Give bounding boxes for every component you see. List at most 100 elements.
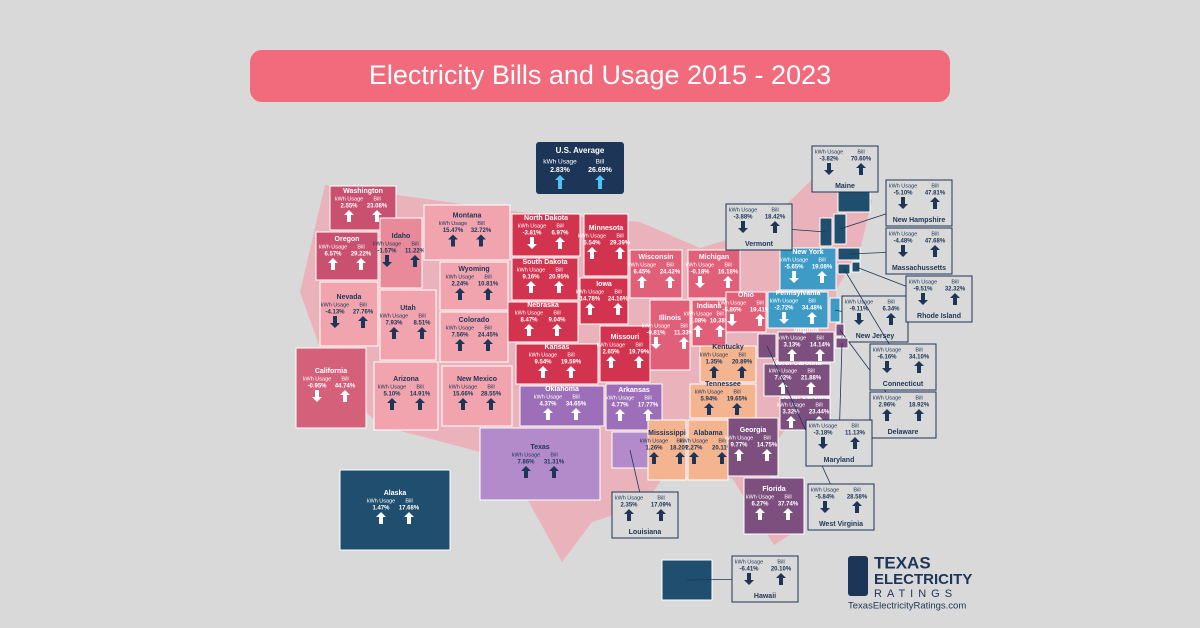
state-name: Nevada xyxy=(337,294,362,301)
arrow-up xyxy=(571,408,581,420)
bill-label: Bill xyxy=(851,423,858,429)
kwh-label: kWh Usage xyxy=(449,384,477,390)
bill-label: Bill xyxy=(818,257,825,263)
kwh-label: kWh Usage xyxy=(909,279,937,285)
kwh-label: kWh Usage xyxy=(378,384,406,390)
state-name: New York xyxy=(792,249,823,256)
state-shape xyxy=(767,291,829,329)
bill-value: 18.42% xyxy=(765,215,786,221)
state-name: California xyxy=(315,368,347,375)
arrow-up xyxy=(637,276,647,288)
kwh-label: kWh Usage xyxy=(515,310,543,316)
arrow-up xyxy=(606,356,616,368)
bill-label: Bill xyxy=(771,207,778,213)
state-name: New Mexico xyxy=(457,376,497,383)
state-name: Washington xyxy=(343,188,383,195)
kwh-label: kWh Usage xyxy=(576,289,604,295)
kwh-value: 5.10% xyxy=(383,392,401,398)
arrow-up xyxy=(372,210,382,222)
arrow-down xyxy=(898,245,908,257)
kwh-value: 9.16% xyxy=(522,275,540,281)
arrow-up xyxy=(549,466,559,478)
state-shape xyxy=(507,301,579,343)
callout-box xyxy=(611,491,679,539)
arrow-down xyxy=(789,271,799,283)
arrow-up xyxy=(555,175,565,189)
state-shape xyxy=(579,277,629,325)
kwh-value: 2.96% xyxy=(878,403,896,409)
bill-value: 16.18% xyxy=(718,270,739,276)
bill-label: Bill xyxy=(477,221,484,227)
kwh-value: -6.41% xyxy=(739,567,759,573)
state-name: Illinois xyxy=(659,315,681,322)
kwh-value: -5.65% xyxy=(784,265,804,271)
us-average-title: U.S. Average xyxy=(556,146,605,155)
bill-value: 34.10% xyxy=(909,355,930,361)
bill-label: Bill xyxy=(359,302,366,308)
state-shape xyxy=(599,325,651,383)
state-name: Virginia xyxy=(793,327,819,334)
bill-value: 18.20% xyxy=(670,446,691,452)
state-name: Pennsylvania xyxy=(776,290,821,297)
bill-label: Bill xyxy=(616,233,623,239)
kwh-value: 2.35% xyxy=(620,503,638,509)
bill-value: 28.58% xyxy=(847,495,868,501)
arrow-up xyxy=(455,288,465,300)
kwh-label: kWh Usage xyxy=(873,347,901,353)
bill-label: Bill xyxy=(816,335,823,341)
logo-url: TexasElectricityRatings.com xyxy=(848,601,966,612)
bill-label: Bill xyxy=(373,196,380,202)
bill-label: Bill xyxy=(357,244,364,250)
bill-label: Bill xyxy=(915,395,922,401)
state-shape xyxy=(339,469,451,551)
kwh-label: kWh Usage xyxy=(517,267,545,273)
arrow-down xyxy=(854,313,864,325)
arrow-down xyxy=(738,221,748,233)
kwh-label: kWh Usage xyxy=(640,438,668,444)
arrow-down xyxy=(727,314,737,326)
state-name: West Virginia xyxy=(819,521,863,528)
state-name: Maryland xyxy=(824,457,855,464)
kwh-label: kWh Usage xyxy=(446,325,474,331)
callout-box xyxy=(885,179,953,227)
state-shape xyxy=(373,361,439,431)
state-name: Texas xyxy=(530,444,549,451)
arrow-up xyxy=(704,403,714,415)
arrow-up xyxy=(356,258,366,270)
callout-box xyxy=(811,145,879,193)
arrow-up xyxy=(930,245,940,257)
bill-value: 29.22% xyxy=(351,252,372,258)
bill-value: 9.04% xyxy=(548,318,566,324)
bill-label: Bill xyxy=(556,223,563,229)
arrow-up xyxy=(387,398,397,410)
arrow-up xyxy=(930,197,940,209)
state-name: New Jersey xyxy=(856,333,895,340)
arrow-up xyxy=(389,327,399,339)
kwh-value: -5.10% xyxy=(893,191,913,197)
bill-label: Bill xyxy=(931,183,938,189)
bill-label: Bill xyxy=(657,495,664,501)
kwh-value: -4.13% xyxy=(325,310,345,316)
state-name: Ohio xyxy=(738,292,754,299)
callout-box xyxy=(805,419,873,467)
logo-line: ELECTRICITY xyxy=(874,571,972,588)
arrow-up xyxy=(950,293,960,305)
bill-value: 23.08% xyxy=(367,204,388,210)
bill-label: Bill xyxy=(887,299,894,305)
state-name: Idaho xyxy=(392,233,411,240)
kwh-value: 3.13% xyxy=(783,343,801,349)
kwh-label: kWh Usage xyxy=(718,300,746,306)
state-shape xyxy=(319,281,379,347)
kwh-label: kWh Usage xyxy=(815,149,843,155)
arrow-up xyxy=(404,512,414,524)
arrow-up xyxy=(526,281,536,293)
state-shape xyxy=(687,419,729,481)
arrow-up xyxy=(448,234,458,247)
state-name: Iowa xyxy=(596,281,612,288)
bill-label: Bill xyxy=(733,389,740,395)
bill-label: Bill xyxy=(567,352,574,358)
logo-line: RATINGS xyxy=(874,588,957,600)
kwh-value: 4.37% xyxy=(539,402,557,408)
arrow-up xyxy=(455,339,465,351)
state-name: North Carolina xyxy=(773,360,822,367)
